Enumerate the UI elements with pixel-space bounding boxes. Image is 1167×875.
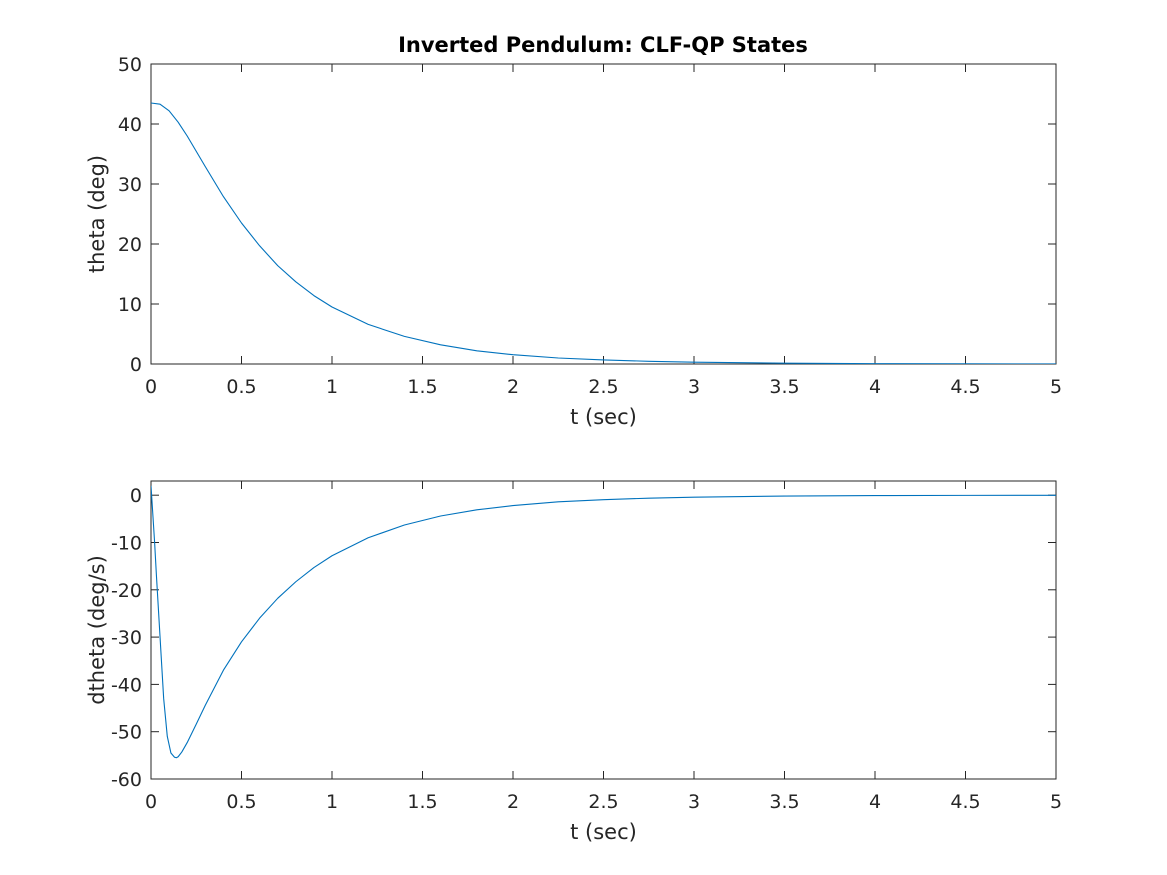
x-tick-label: 0: [145, 791, 157, 813]
series-line: [151, 102, 1056, 364]
x-tick-label: 3.5: [769, 791, 799, 813]
x-tick-label: 1.5: [407, 791, 437, 813]
dtheta-subplot: 0 0.5 1 1.5 2 2.5 3 3.5 4 4.5 5 -60 -50 -40 -30 -20 -10 0…: [85, 480, 1062, 844]
figure-title: Inverted Pendulum: CLF-QP States: [398, 33, 808, 57]
x-tick-label: 4: [869, 376, 881, 398]
x-tick-label: 0: [145, 376, 157, 398]
plot-area: [150, 63, 1057, 365]
y-tick-label: -10: [111, 532, 142, 554]
x-tick-label: 1: [326, 376, 338, 398]
y-tick-label: -40: [111, 674, 142, 696]
y-tick-label: 40: [118, 114, 142, 136]
x-tick-label: 4.5: [950, 791, 980, 813]
x-tick-label: 1: [326, 791, 338, 813]
x-tick-label: 1.5: [407, 376, 437, 398]
plot-area: [150, 480, 1057, 780]
x-tick-label: 5: [1050, 791, 1062, 813]
x-tick-label: 0.5: [226, 376, 256, 398]
y-tick-label: -20: [111, 580, 142, 602]
x-tick-label: 4: [869, 791, 881, 813]
x-tick-label: 3: [688, 376, 700, 398]
y-tick-label: -30: [111, 627, 142, 649]
x-tick-label: 2: [507, 376, 519, 398]
series-line: [151, 485, 1056, 759]
y-tick-label: -50: [111, 722, 142, 744]
y-tick-label: 0: [130, 354, 142, 376]
x-tick-label: 5: [1050, 376, 1062, 398]
x-axis-label: t (sec): [570, 820, 637, 844]
x-tick-label: 2.5: [588, 791, 618, 813]
y-tick-label: 50: [118, 54, 142, 76]
y-tick-label: 0: [130, 485, 142, 507]
y-tick-label: -60: [111, 769, 142, 791]
x-tick-label: 3.5: [769, 376, 799, 398]
y-tick-label: 30: [118, 174, 142, 196]
y-axis-label: dtheta (deg/s): [85, 555, 109, 705]
x-tick-label: 3: [688, 791, 700, 813]
x-tick-label: 2: [507, 791, 519, 813]
y-tick-label: 20: [118, 234, 142, 256]
y-axis-label: theta (deg): [85, 155, 109, 273]
x-tick-label: 4.5: [950, 376, 980, 398]
x-axis-label: t (sec): [570, 405, 637, 429]
x-tick-label: 2.5: [588, 376, 618, 398]
y-tick-label: 10: [118, 294, 142, 316]
x-tick-label: 0.5: [226, 791, 256, 813]
